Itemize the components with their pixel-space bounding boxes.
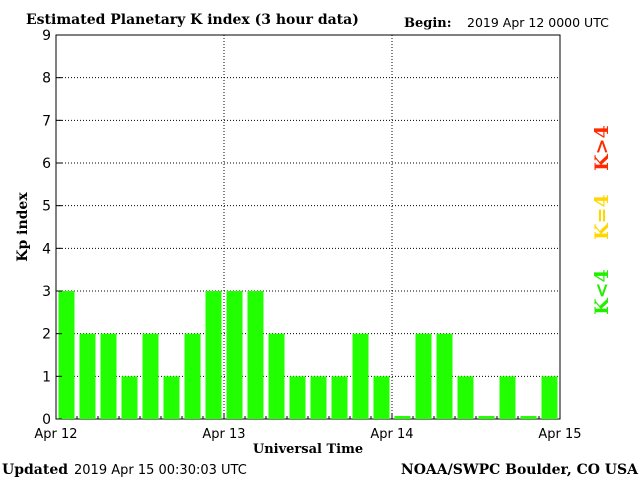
kp-bar bbox=[142, 333, 159, 419]
begin-label: Begin: bbox=[404, 16, 452, 31]
kp-bar bbox=[289, 376, 306, 419]
x-tick-label: Apr 14 bbox=[370, 427, 413, 442]
y-tick-label: 4 bbox=[42, 241, 51, 257]
kp-bar bbox=[100, 333, 117, 419]
kp-bar bbox=[394, 416, 411, 419]
kp-bar bbox=[205, 291, 222, 419]
kp-bar bbox=[268, 333, 285, 419]
chart-title: Estimated Planetary K index (3 hour data… bbox=[26, 12, 359, 28]
bars bbox=[58, 291, 558, 419]
plot-area: 0 1 2 3 4 5 6 7 8 9 Apr 12 Apr 13 Apr 14 Apr 15 bbox=[34, 28, 581, 442]
kp-bar bbox=[373, 376, 390, 419]
y-tick-label: 3 bbox=[42, 284, 51, 300]
y-tick-label: 0 bbox=[42, 412, 51, 428]
x-axis-title: Universal Time bbox=[253, 442, 363, 457]
kp-bar bbox=[415, 333, 432, 419]
kp-bar bbox=[310, 376, 327, 419]
x-axis-ticks: Apr 12 Apr 13 Apr 14 Apr 15 bbox=[34, 413, 582, 442]
legend-k-equal-4: K=4 bbox=[591, 194, 613, 240]
kp-bar bbox=[478, 416, 495, 419]
kp-bar bbox=[121, 376, 138, 419]
y-tick-label: 2 bbox=[42, 327, 51, 343]
kp-bar bbox=[436, 333, 453, 419]
kp-bar bbox=[184, 333, 201, 419]
kp-bar bbox=[226, 291, 243, 419]
kp-bar bbox=[247, 291, 264, 419]
y-tick-label: 8 bbox=[42, 71, 51, 87]
y-tick-label: 7 bbox=[42, 113, 51, 129]
y-tick-label: 1 bbox=[42, 369, 51, 385]
kp-bar bbox=[499, 376, 516, 419]
plot-frame bbox=[55, 34, 561, 420]
y-tick-label: 6 bbox=[42, 156, 51, 172]
x-tick-label: Apr 13 bbox=[202, 427, 245, 442]
kp-bar bbox=[58, 291, 75, 419]
x-tick-label: Apr 12 bbox=[34, 427, 77, 442]
footer-credit: NOAA/SWPC Boulder, CO USA bbox=[401, 462, 639, 478]
updated-label: Updated bbox=[2, 462, 68, 478]
y-tick-label: 5 bbox=[42, 199, 51, 215]
kp-bar bbox=[457, 376, 474, 419]
kp-bar bbox=[79, 333, 96, 419]
y-tick-label: 9 bbox=[42, 28, 51, 44]
updated-value: 2019 Apr 15 00:30:03 UTC bbox=[74, 463, 247, 478]
y-axis-title: Kp index bbox=[15, 192, 31, 262]
kp-bar bbox=[352, 333, 369, 419]
kp-bar bbox=[163, 376, 180, 419]
kp-bar bbox=[331, 376, 348, 419]
kp-bar bbox=[520, 416, 537, 419]
begin-value: 2019 Apr 12 0000 UTC bbox=[467, 15, 609, 30]
y-axis-ticks: 0 1 2 3 4 5 6 7 8 9 bbox=[42, 28, 62, 428]
legend-k-below-4: K<4 bbox=[591, 269, 613, 315]
legend-k-above-4: K>4 bbox=[591, 125, 613, 171]
kp-bar bbox=[541, 376, 558, 419]
x-tick-label: Apr 15 bbox=[538, 427, 581, 442]
grid-lines bbox=[56, 35, 560, 419]
